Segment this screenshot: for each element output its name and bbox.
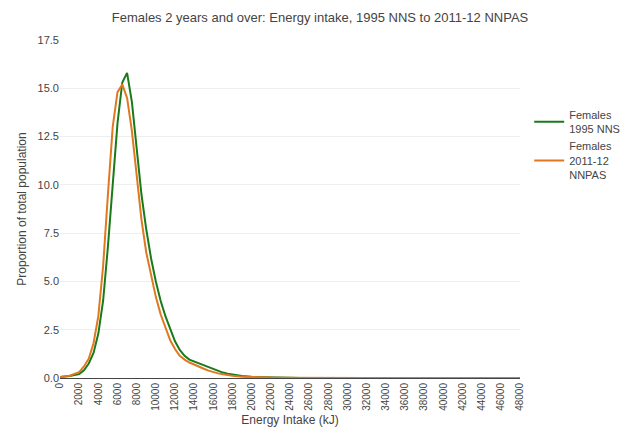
- svg-text:6000: 6000: [112, 383, 123, 406]
- svg-text:48000: 48000: [514, 383, 525, 411]
- svg-text:10000: 10000: [150, 383, 161, 411]
- svg-text:7.5: 7.5: [44, 227, 59, 239]
- svg-text:34000: 34000: [380, 383, 391, 411]
- svg-text:Females2011-12NNPAS: Females2011-12NNPAS: [569, 140, 612, 181]
- svg-text:24000: 24000: [284, 383, 295, 411]
- svg-text:22000: 22000: [265, 383, 276, 411]
- svg-text:30000: 30000: [342, 383, 353, 411]
- svg-text:32000: 32000: [361, 383, 372, 411]
- svg-text:28000: 28000: [323, 383, 334, 411]
- svg-text:12.5: 12.5: [38, 130, 59, 142]
- svg-text:Females 2 years and over: Ener: Females 2 years and over: Energy intake,…: [112, 10, 529, 25]
- svg-text:15.0: 15.0: [38, 82, 59, 94]
- svg-text:10.0: 10.0: [38, 179, 59, 191]
- svg-text:38000: 38000: [418, 383, 429, 411]
- svg-text:26000: 26000: [303, 383, 314, 411]
- svg-text:0: 0: [54, 383, 65, 389]
- svg-text:16000: 16000: [208, 383, 219, 411]
- svg-text:2000: 2000: [73, 383, 84, 406]
- svg-text:Energy Intake (kJ): Energy Intake (kJ): [241, 413, 338, 427]
- svg-text:42000: 42000: [457, 383, 468, 411]
- svg-text:44000: 44000: [476, 383, 487, 411]
- svg-text:36000: 36000: [399, 383, 410, 411]
- svg-text:0.0: 0.0: [44, 372, 59, 384]
- svg-text:20000: 20000: [246, 383, 257, 411]
- svg-text:2.5: 2.5: [44, 324, 59, 336]
- svg-text:14000: 14000: [188, 383, 199, 411]
- svg-text:40000: 40000: [438, 383, 449, 411]
- svg-text:18000: 18000: [227, 383, 238, 411]
- svg-text:5.0: 5.0: [44, 275, 59, 287]
- svg-text:Proportion of total population: Proportion of total population: [15, 132, 29, 285]
- svg-text:12000: 12000: [169, 383, 180, 411]
- svg-text:17.5: 17.5: [38, 34, 59, 46]
- svg-text:4000: 4000: [93, 383, 104, 406]
- svg-text:Females1995 NNS: Females1995 NNS: [569, 109, 620, 135]
- svg-text:8000: 8000: [131, 383, 142, 406]
- svg-text:46000: 46000: [495, 383, 506, 411]
